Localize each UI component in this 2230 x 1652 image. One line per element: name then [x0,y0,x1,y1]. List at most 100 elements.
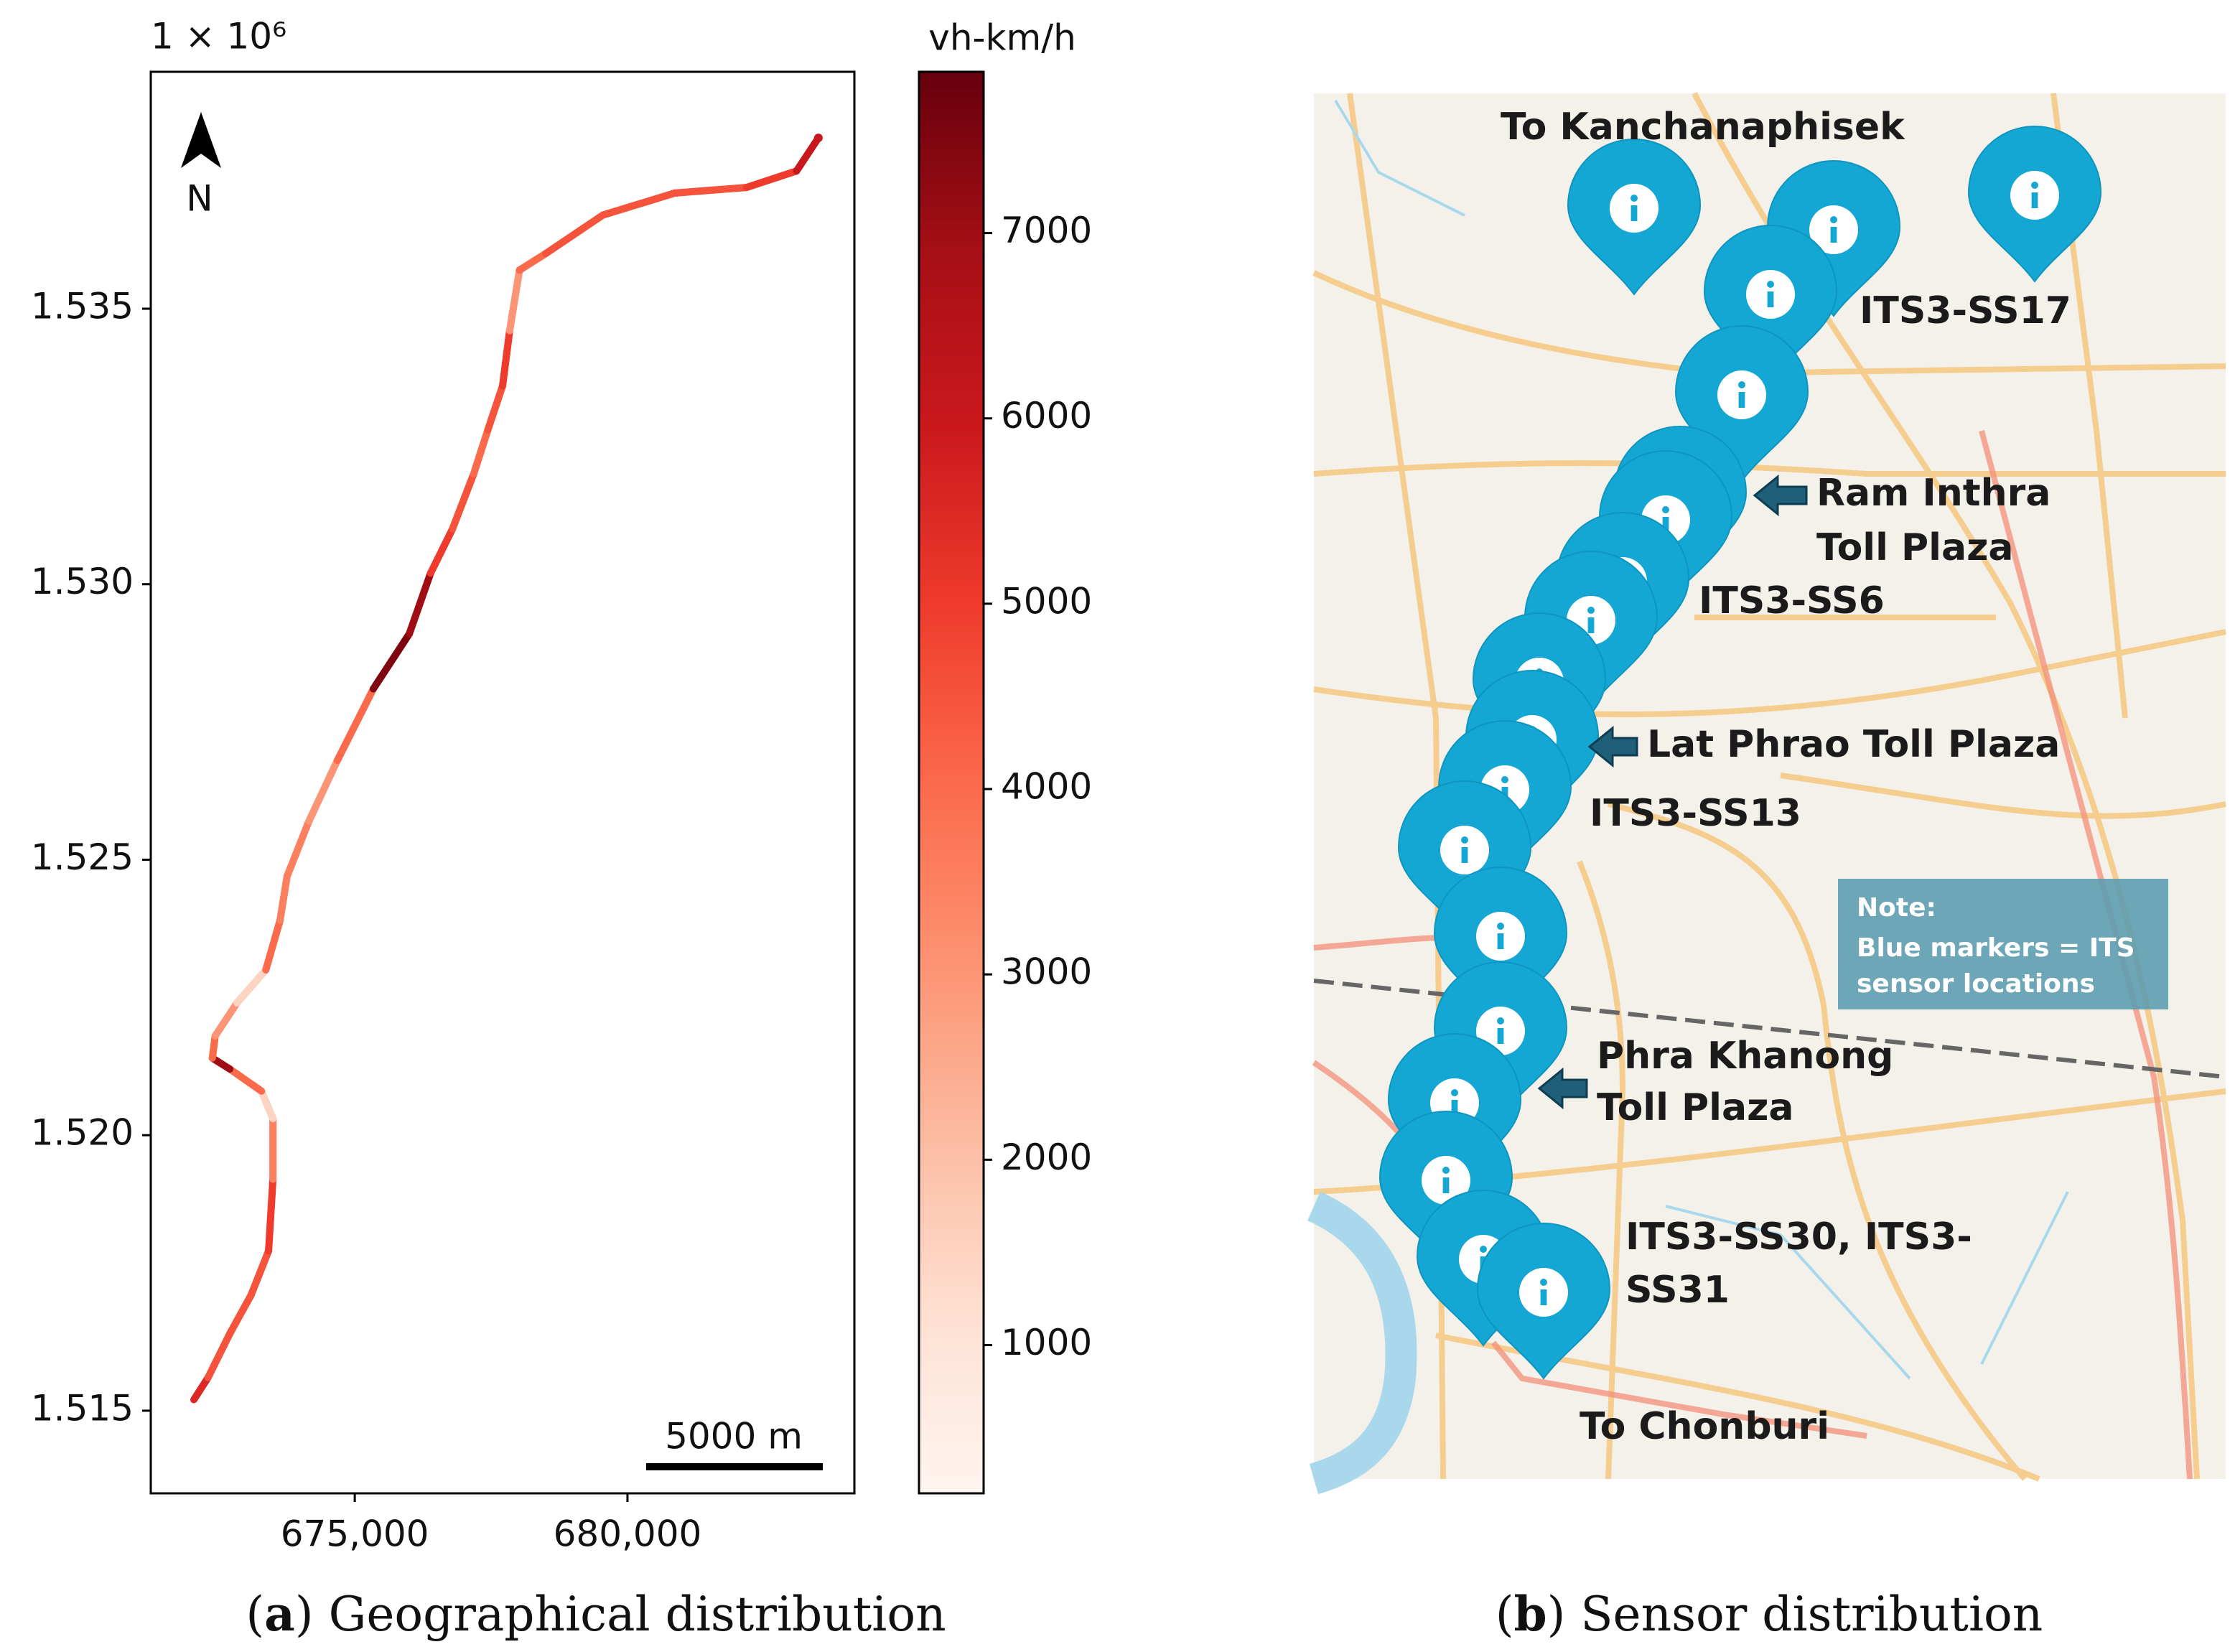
route-segment [369,630,414,693]
pin-icon [1738,381,1745,388]
map-label: Ram Inthra [1816,472,2051,515]
caption-part: b [1513,1586,1546,1642]
pin-icon [1662,506,1669,513]
route-segment [265,1175,277,1255]
colorbar-tick-label: 4000 [1001,766,1092,808]
caption-part: ( [1496,1587,1514,1642]
pin-icon [1501,776,1508,783]
map-label: To Chonburi [1580,1405,1829,1448]
route-segment [671,184,750,197]
note-text: Blue markers = ITS [1857,933,2135,963]
map-label: Toll Plaza [1816,526,2013,569]
x-tick-label: 675,000 [281,1513,429,1555]
pin-icon [1830,227,1837,243]
route-segment [406,569,434,638]
route-segment [333,685,377,765]
offset-label: 1 × 10⁶ [151,16,286,57]
map-label: Lat Phrao Toll Plaza [1647,723,2060,766]
route-segment [247,1247,273,1299]
map-label: ITS3-SS13 [1590,792,1801,835]
plot-frame [149,70,856,1495]
x-tick-label: 680,000 [554,1513,702,1555]
route-segment [449,470,477,533]
route-segment [208,1032,219,1062]
caption-part: ) Sensor distribution [1547,1587,2043,1642]
note-text: sensor locations [1857,969,2095,999]
y-tick-label: 1.535 [31,286,134,327]
caption: (a) Geographical distribution [246,1586,946,1642]
route-segment [599,189,679,219]
north-arrow [181,112,221,168]
pin-icon [1461,836,1468,844]
pin-icon [1662,517,1669,533]
map-label: To Kanchanaphisek [1501,106,1905,149]
north-label: N [186,178,213,220]
route-segment [426,525,457,577]
route-segment [505,266,523,335]
map-label: ITS3-SS6 [1699,579,1885,622]
colorbar-tick-label: 3000 [1001,951,1092,993]
route-segment [283,817,313,880]
pin-icon [1497,933,1504,949]
route-segment [258,1087,277,1123]
colorbar-tick-label: 6000 [1001,395,1092,437]
pin-icon [1497,1017,1504,1025]
route [190,134,823,1404]
route-segment [190,1373,212,1404]
route-segment [226,1065,266,1095]
route-segment [484,382,506,434]
pin-icon [2031,182,2038,189]
colorbar-tick-label: 5000 [1001,580,1092,622]
route-segment [542,211,607,258]
pin-icon [1540,1289,1547,1305]
pin-icon [1497,1028,1504,1044]
pin-icon [1480,1246,1487,1253]
y-tick-label: 1.530 [31,561,134,602]
map-label: ITS3-SS17 [1860,289,2071,332]
colorbar-tick-label: 2000 [1001,1137,1092,1178]
map-label: ITS3-SS30, ITS3- [1625,1215,1972,1259]
pin-icon [1830,216,1837,223]
y-tick-label: 1.525 [31,836,134,878]
note-text: Note: [1857,893,1936,923]
route-point [813,134,823,143]
pin-icon [1587,617,1595,633]
pin-icon [1451,1100,1458,1116]
pin-icon [1630,205,1638,221]
route-segment [233,966,270,1007]
pin-icon [1630,195,1638,202]
colorbar [918,70,985,1495]
y-tick-label: 1.520 [31,1112,134,1154]
route-segment [499,327,513,390]
route-segment [226,1291,255,1338]
y-tick-label: 1.515 [31,1387,134,1429]
scale-bar [646,1463,823,1470]
map-label: SS31 [1625,1269,1730,1312]
pin-icon [1540,1279,1547,1286]
route-segment [742,167,801,192]
pin-icon [1442,1167,1450,1174]
route-segment [262,916,284,974]
route-segment [211,999,241,1040]
caption-part: ) Geographical distribution [295,1587,946,1642]
caption: (b) Sensor distribution [1496,1586,2043,1642]
route-segment [515,250,550,274]
pin-icon [1451,1089,1458,1096]
pin-icon [1767,281,1774,288]
caption-part: a [264,1586,295,1642]
colorbar-tick-label: 1000 [1001,1322,1092,1363]
pin-icon [1461,847,1468,863]
colorbar-title: vh-km/h [928,17,1076,59]
arrows [1537,474,1808,1110]
pin-icon [1738,392,1745,408]
map-label: Phra Khanong [1597,1035,1893,1078]
route-segment [204,1330,234,1381]
route-line [190,136,822,1402]
route-segment [470,426,492,478]
route-segment [793,134,822,175]
route-segment [305,757,341,825]
route-segment [276,872,291,924]
caption-part: ( [246,1587,264,1642]
